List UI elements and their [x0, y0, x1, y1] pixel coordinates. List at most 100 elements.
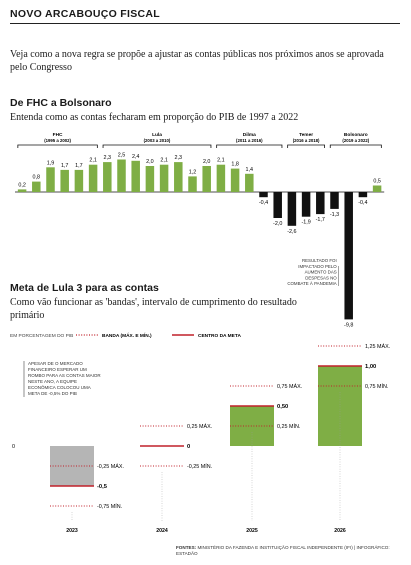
- unit-label: EM PORCENTAGEM DO PIB: [10, 333, 73, 339]
- bar-label-2004: 2,5: [118, 153, 126, 159]
- bar-label-2001: 1,7: [75, 163, 83, 169]
- center-label-2025: 0,50: [277, 404, 288, 410]
- year-label-2026: 2026: [334, 528, 346, 534]
- bar-2001: [74, 169, 84, 192]
- bar-label-2022: 0,5: [373, 179, 381, 185]
- period-label-1: Lula: [152, 132, 162, 138]
- period-years-1: (2003 a 2010): [144, 138, 171, 143]
- bar-label-2020: -9,8: [344, 322, 353, 328]
- period-years-2: (2011 a 2016): [236, 138, 263, 143]
- bar-2011: [216, 164, 226, 192]
- band-max-label-2023: -0,25 MÁX.: [97, 463, 124, 470]
- year-label-2024: 2024: [156, 528, 168, 534]
- bar-2021: [358, 192, 368, 198]
- bar-2006: [145, 166, 155, 192]
- period-label-4: Bolsonaro: [344, 132, 368, 138]
- bar-1998: [32, 181, 41, 192]
- period-label-2: Dilma: [243, 132, 256, 138]
- bar-2016: [287, 192, 297, 226]
- bar-label-1998: 0,8: [33, 175, 41, 181]
- band-max-label-2025: 0,75 MÁX.: [277, 383, 302, 390]
- bar-2002: [88, 164, 98, 192]
- bar-2009: [188, 176, 197, 192]
- bar-label-2015: -2,0: [273, 221, 282, 227]
- bar-2014: [259, 192, 268, 198]
- bar-label-2009: 1,2: [189, 169, 197, 175]
- chart1-svg: FHC(1995 a 2002)Lula(2003 a 2010)Dilma(2…: [15, 132, 385, 328]
- bar-label-2010: 2,0: [203, 159, 211, 165]
- period-bracket-4: [329, 144, 382, 148]
- chart2-title: Meta de Lula 3 para as contas: [10, 282, 159, 294]
- bar-2018: [316, 192, 325, 215]
- footer-source: FONTES: MINISTÉRIO DA FAZENDA E INSTITUI…: [176, 545, 406, 557]
- section-kicker: NOVO ARCABOUÇO FISCAL: [10, 8, 160, 20]
- bar-2007: [159, 164, 169, 192]
- bar-label-1999: 1,9: [47, 160, 55, 166]
- bar-label-2002: 2,1: [89, 158, 97, 164]
- period-bracket-0: [17, 144, 98, 148]
- bar-label-2007: 2,1: [160, 158, 168, 164]
- bar-2008: [174, 162, 183, 192]
- band-min-label-2024: -0,25 MÍN.: [187, 463, 212, 470]
- bar-label-2005: 2,4: [132, 154, 140, 160]
- chart1-subtitle: Entenda como as contas fecharam em propo…: [10, 112, 299, 123]
- band-min-label-2026: 0,75 MÍN.: [365, 383, 388, 390]
- bar-2019: [330, 192, 339, 209]
- center-label-2024: 0: [187, 444, 190, 450]
- bar-label-2017: -1,9: [301, 220, 310, 226]
- bar-label-2016: -2,6: [287, 229, 296, 235]
- band-min-label-2023: -0,75 MÍN.: [97, 503, 122, 510]
- band-max-label-2026: 1,25 MÁX.: [365, 343, 390, 350]
- footer-text: MINISTÉRIO DA FAZENDA E INSTITUIÇÃO FISC…: [176, 545, 390, 556]
- center-label-2023: -0,5: [97, 484, 108, 490]
- bar-label-2000: 1,7: [61, 163, 69, 169]
- chart2-svg: EM PORCENTAGEM DO PIB BANDA (MÁX. E MÍN.)…: [10, 331, 390, 534]
- bar-label-2011: 2,1: [217, 158, 225, 164]
- bar-2013: [245, 173, 254, 192]
- period-bracket-2: [216, 144, 283, 148]
- bar-label-2019: -1,3: [330, 212, 339, 218]
- bar-label-2003: 2,3: [104, 155, 112, 161]
- bar-2000: [60, 169, 69, 192]
- bar-2015: [273, 192, 282, 218]
- bar-label-2021: -0,4: [358, 200, 367, 206]
- bar-2005: [131, 160, 140, 192]
- period-label-3: Temer: [299, 132, 313, 138]
- band-min-label-2025: 0,25 MÍN.: [277, 423, 300, 430]
- period-years-4: (2019 a 2022): [342, 138, 369, 143]
- bar-2012: [230, 168, 240, 192]
- period-bracket-1: [102, 144, 212, 148]
- bar-1997: [17, 189, 27, 192]
- zero-label: 0: [12, 444, 15, 450]
- bar-label-2013: 1,4: [246, 167, 254, 173]
- bar-2020: [344, 192, 353, 320]
- target-bar-2026: [318, 366, 362, 446]
- bar-label-1997: 0,2: [18, 182, 26, 188]
- bar-1999: [46, 167, 55, 192]
- footer-label: FONTES:: [176, 545, 197, 550]
- bar-2010: [202, 166, 211, 192]
- year-label-2025: 2025: [246, 528, 258, 534]
- intro-text: Veja como a nova regra se propõe a ajust…: [10, 49, 384, 73]
- legend-center-label: CENTRO DA META: [198, 333, 241, 339]
- bar-label-2008: 2,3: [175, 155, 183, 161]
- period-bracket-3: [287, 144, 325, 148]
- annotation-2023-text: APESAR DE O MERCADO FINANCEIRO ESPERAR UM…: [28, 361, 101, 396]
- header-rule: [10, 23, 400, 24]
- year-label-2023: 2023: [66, 528, 78, 534]
- period-years-3: (2016 a 2018): [293, 138, 320, 143]
- bar-label-2014: -0,4: [259, 200, 268, 206]
- legend-band-label: BANDA (MÁX. E MÍN.): [102, 331, 152, 339]
- pandemic-annotation-text: RESULTADO FOI IMPACTADO PELO AUMENTO DAS DE…: [287, 258, 337, 286]
- bar-label-2012: 1,8: [231, 162, 239, 168]
- bar-2022: [372, 185, 382, 192]
- center-label-2026: 1,00: [365, 364, 376, 370]
- bar-label-2018: -1,7: [316, 217, 325, 223]
- bar-2017: [301, 192, 311, 217]
- bar-2003: [103, 162, 112, 192]
- bar-label-2006: 2,0: [146, 159, 154, 165]
- period-label-0: FHC: [53, 132, 63, 138]
- chart1-title: De FHC a Bolsonaro: [10, 97, 112, 109]
- band-max-label-2024: 0,25 MÁX.: [187, 423, 212, 430]
- chart2-subtitle: Como vão funcionar as 'bandas', interval…: [10, 297, 297, 321]
